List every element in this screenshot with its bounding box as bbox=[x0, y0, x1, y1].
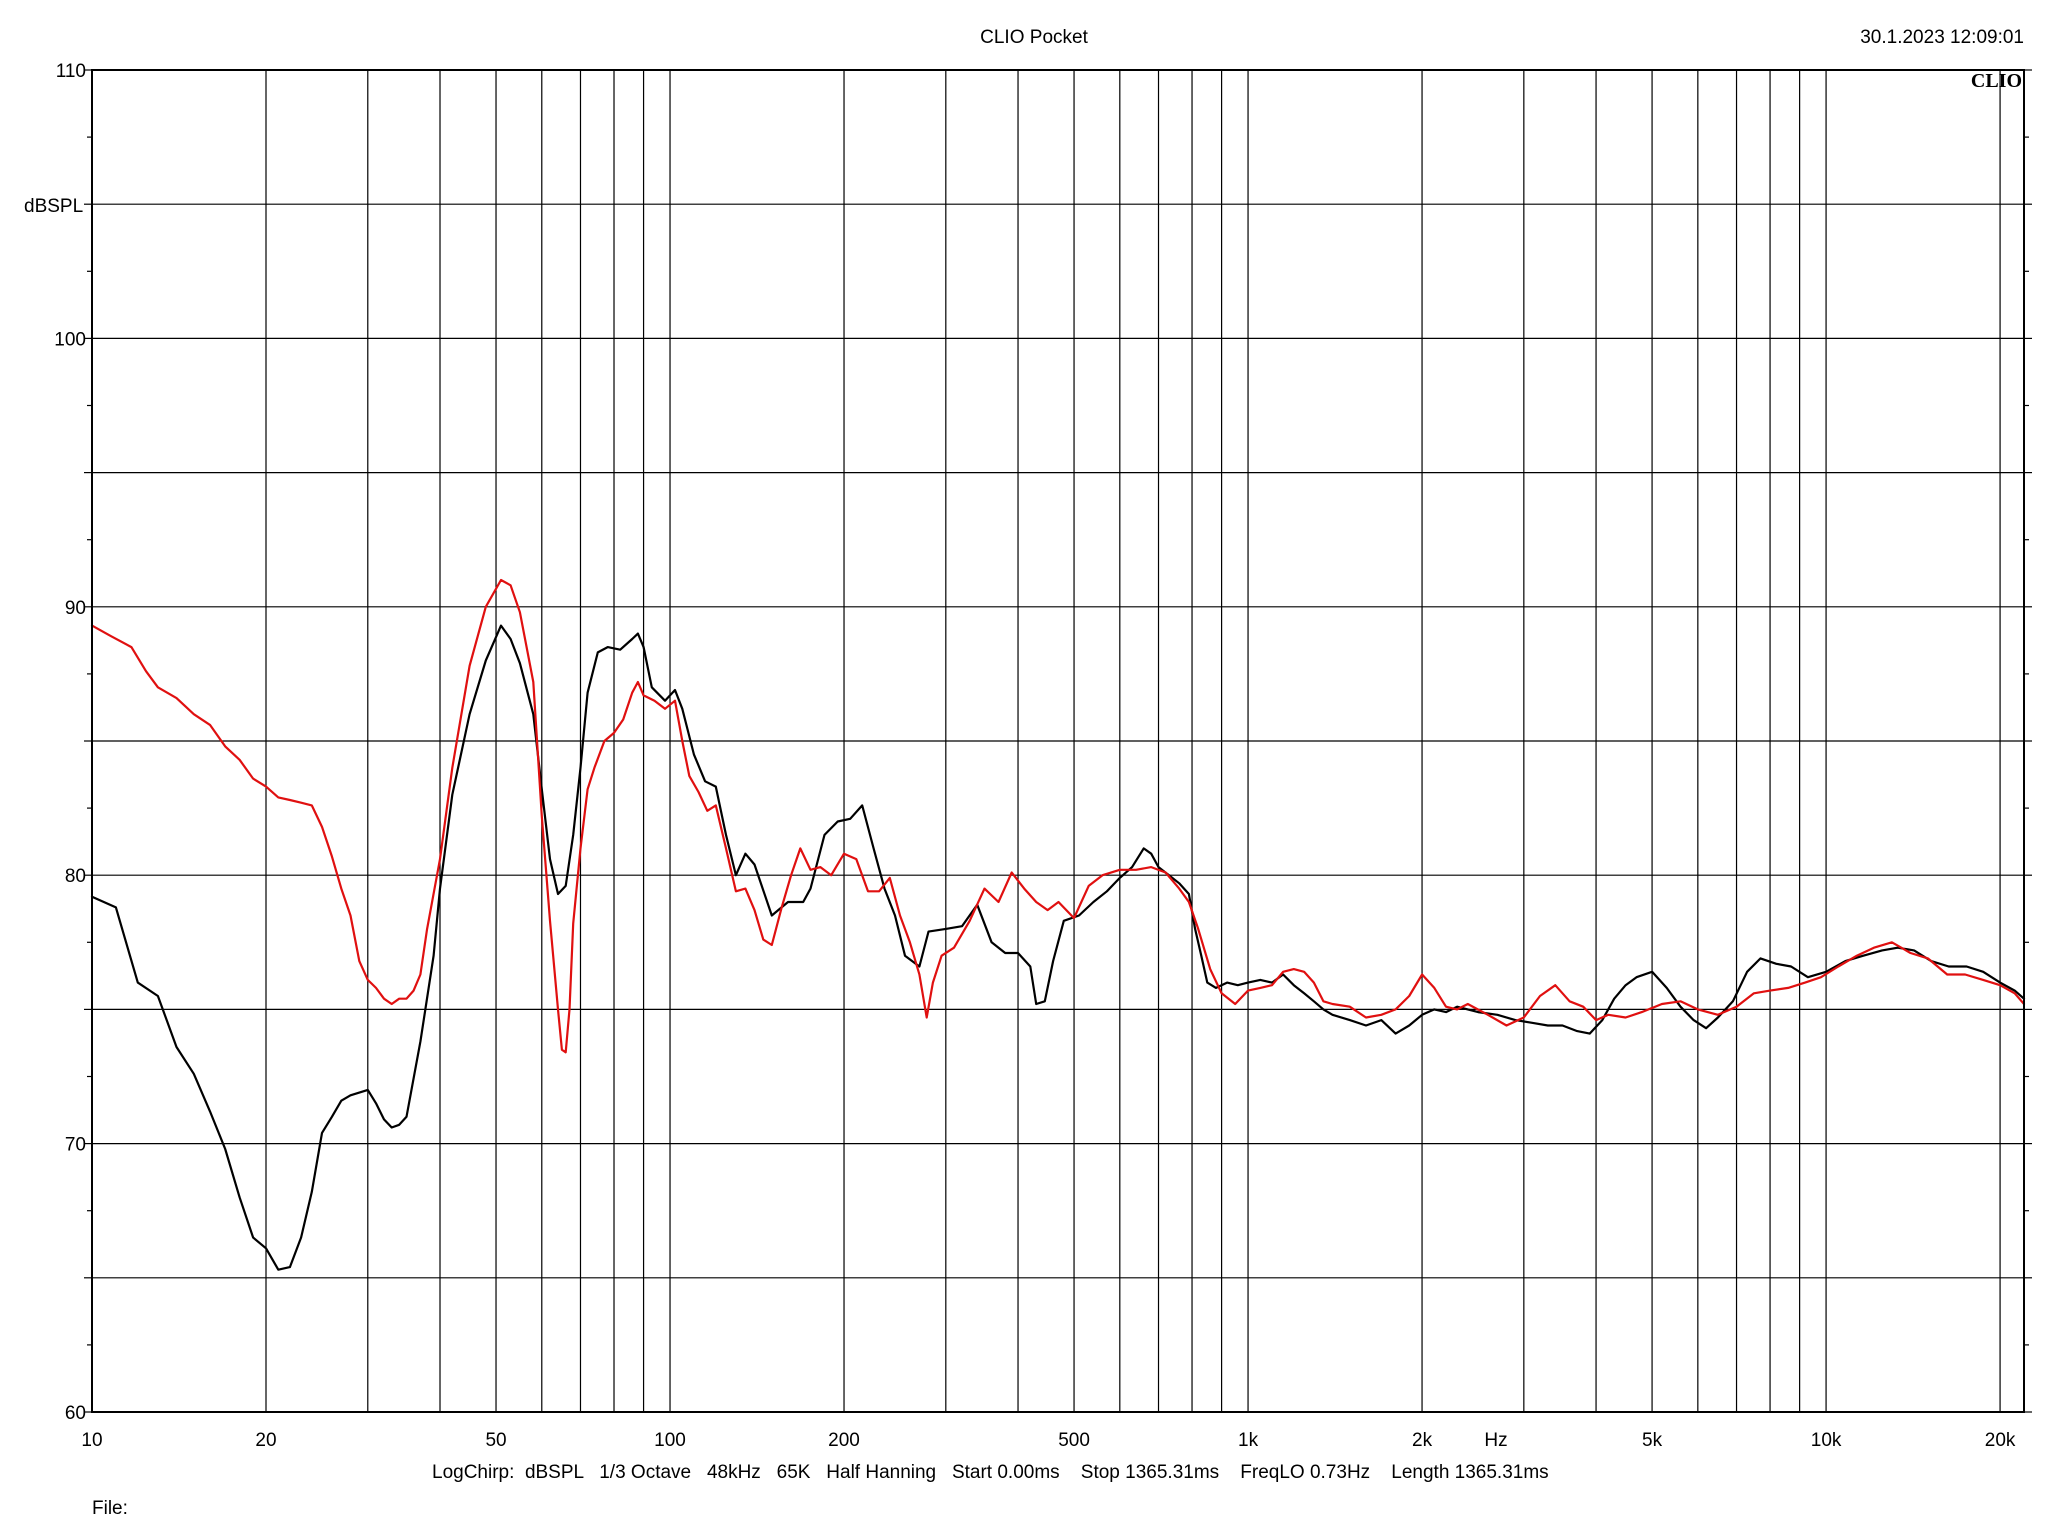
series-group bbox=[90, 578, 2026, 1271]
clio-logo: CLIO bbox=[1971, 70, 2022, 92]
y-tick-label: 70 bbox=[65, 1135, 86, 1156]
y-tick-label: 60 bbox=[65, 1403, 86, 1424]
x-tick-label: 50 bbox=[485, 1430, 506, 1451]
plot-frame bbox=[91, 69, 2025, 1413]
x-tick-label: 5k bbox=[1642, 1430, 1663, 1451]
axis-tick-labels: 60 70 80 90 100 110 10 20 50 100 200 500 1k 2k 5k 10k 20… bbox=[54, 61, 2016, 1451]
x-tick-label: 10k bbox=[1811, 1430, 1842, 1451]
x-tick-label: 20 bbox=[255, 1430, 276, 1451]
series-line-1 bbox=[90, 624, 2026, 1271]
measurement-settings: LogChirp: dBSPL 1/3 Octave 48kHz 65K Hal… bbox=[432, 1462, 1549, 1483]
x-tick-label: 500 bbox=[1058, 1430, 1090, 1451]
y-axis-label: dBSPL bbox=[24, 196, 83, 217]
grid bbox=[92, 70, 2024, 1412]
x-tick-label: 2k bbox=[1412, 1430, 1433, 1451]
y-tick-label: 80 bbox=[65, 866, 86, 887]
y-tick-label: 110 bbox=[56, 61, 86, 82]
chart-title: CLIO Pocket bbox=[980, 27, 1088, 48]
x-tick-label: 100 bbox=[654, 1430, 686, 1451]
series-line-2 bbox=[90, 578, 2026, 1054]
y-tick-label: 90 bbox=[65, 598, 86, 619]
file-label: File: bbox=[92, 1498, 128, 1519]
x-axis-label: Hz bbox=[1484, 1430, 1507, 1451]
y-tick-label: 100 bbox=[54, 329, 86, 350]
x-tick-label: 1k bbox=[1238, 1430, 1259, 1451]
x-tick-label: 10 bbox=[81, 1430, 102, 1451]
x-tick-label: 20k bbox=[1985, 1430, 2016, 1451]
timestamp: 30.1.2023 12:09:01 bbox=[1860, 27, 2024, 48]
x-tick-label: 200 bbox=[828, 1430, 860, 1451]
